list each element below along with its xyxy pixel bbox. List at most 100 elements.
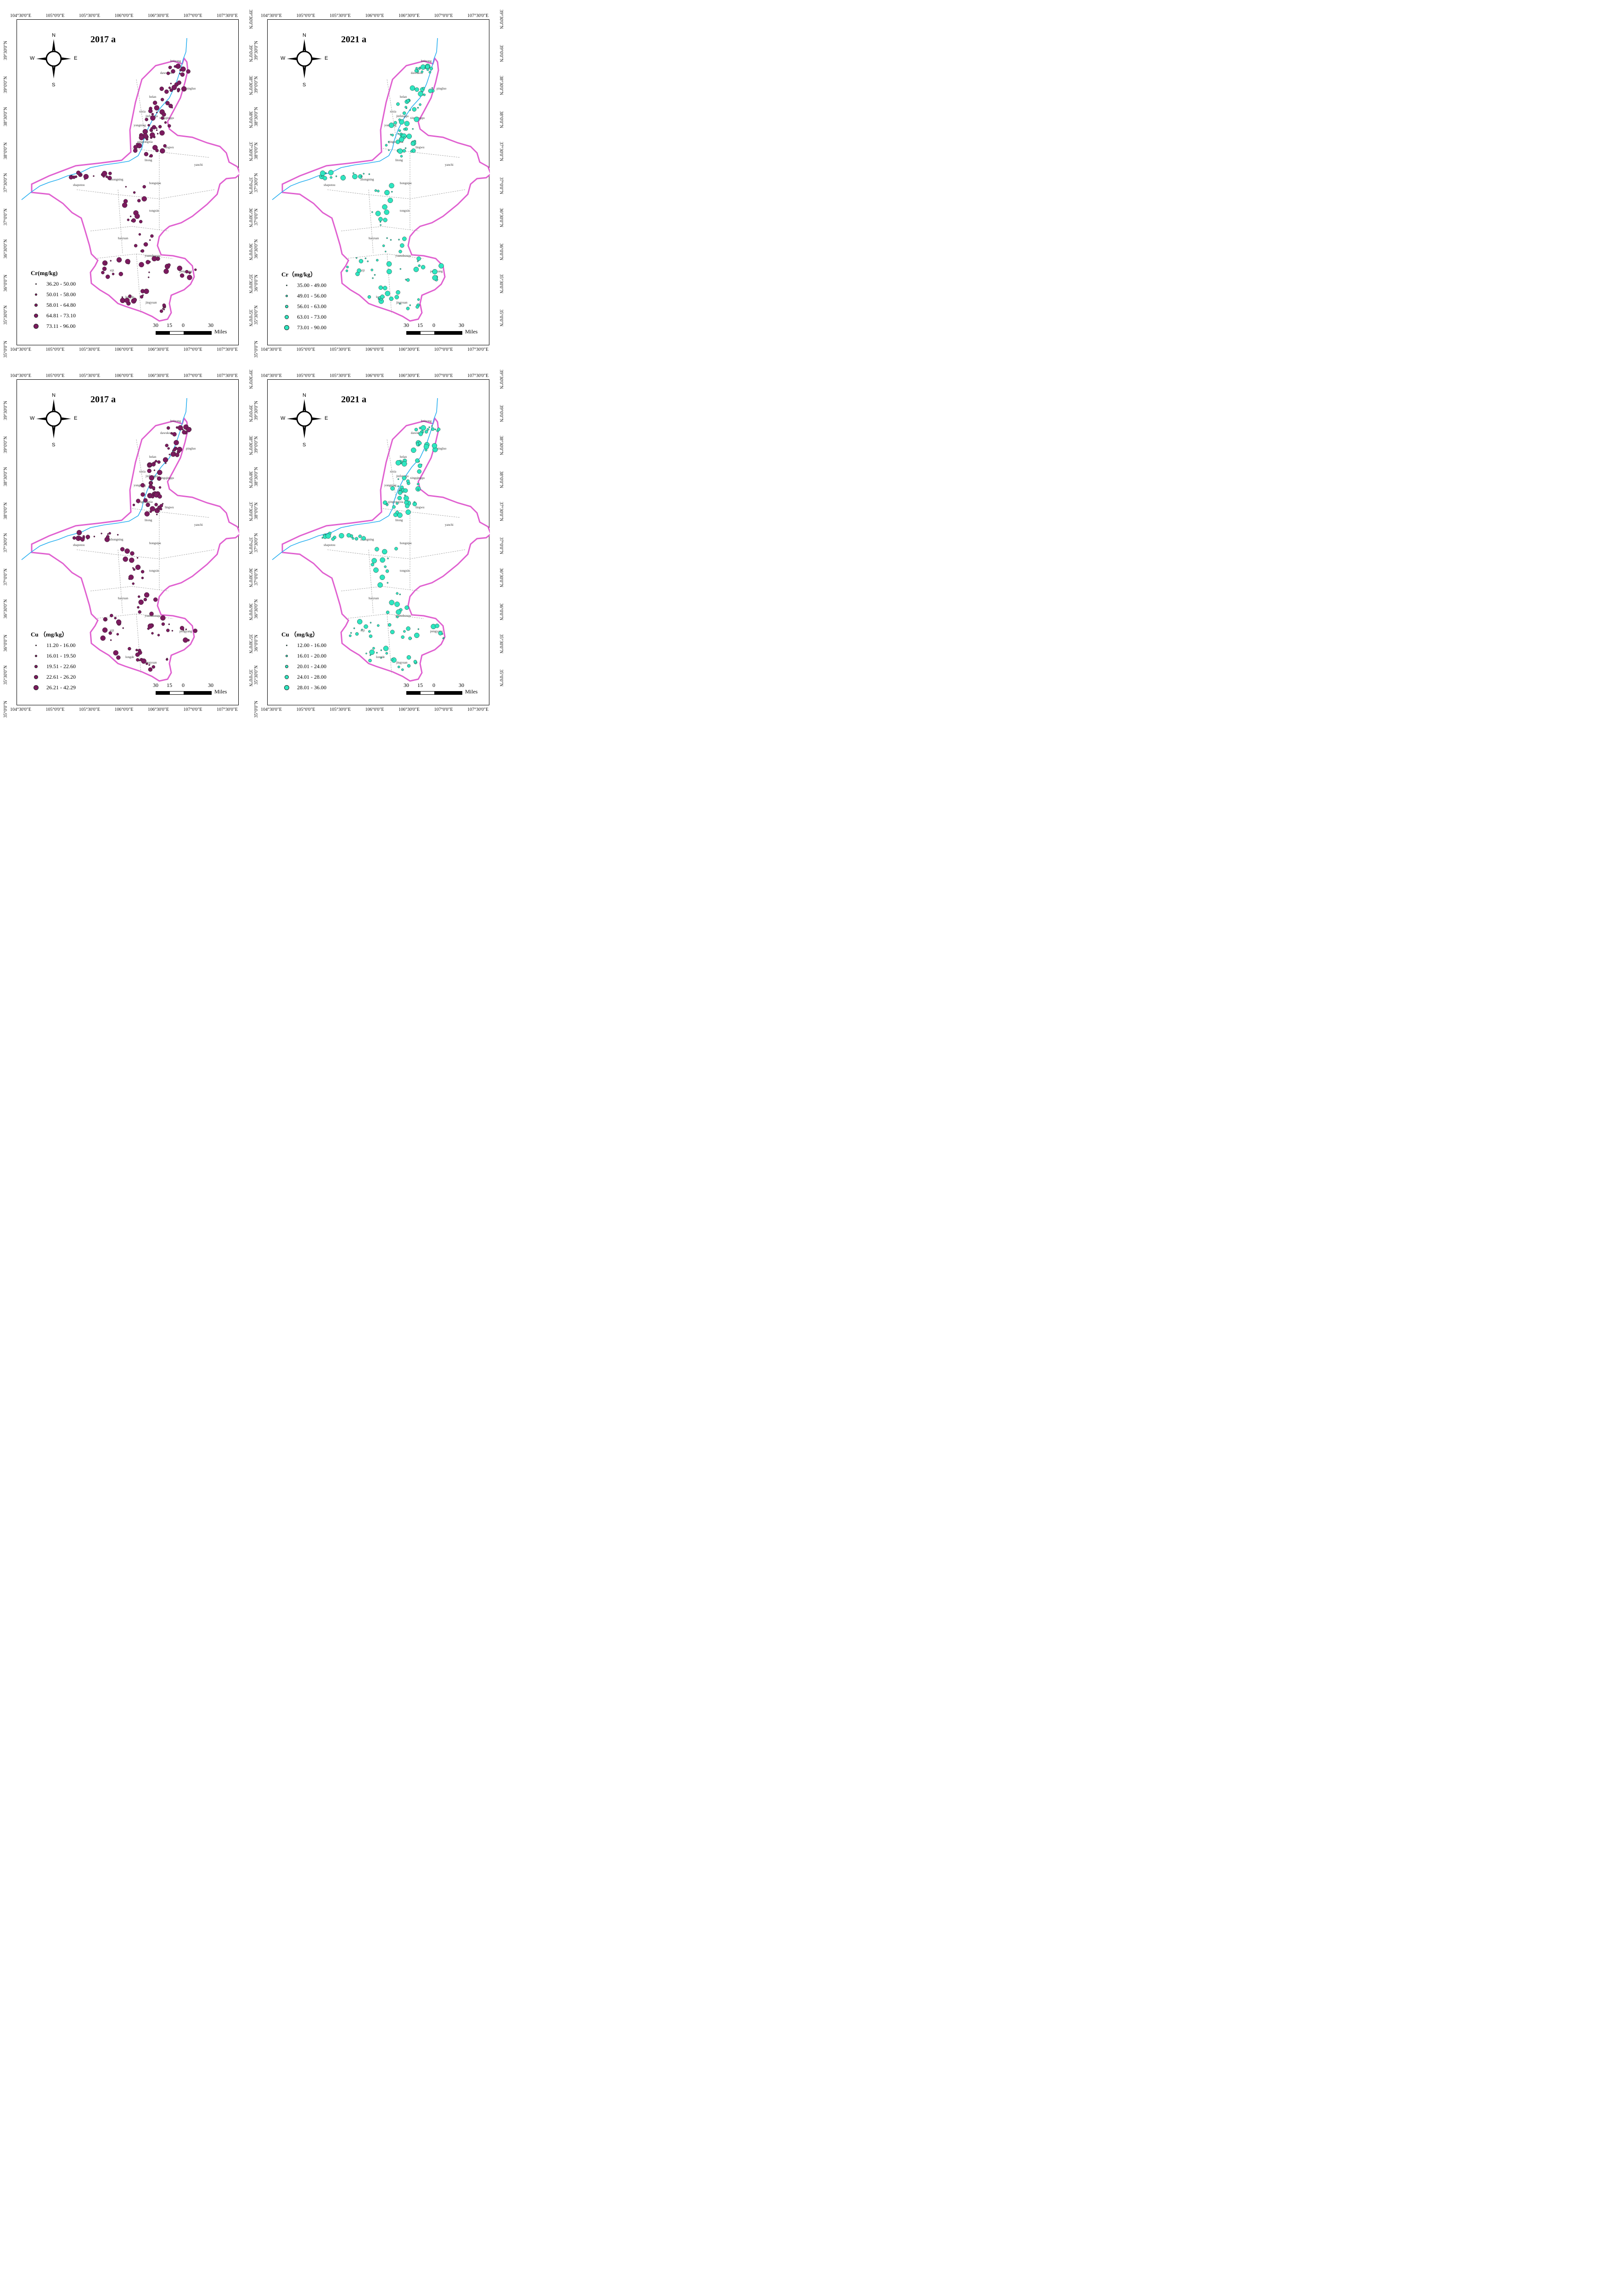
scale-number: 15 <box>167 322 172 328</box>
legend-item: 49.01 - 56.00 <box>281 291 326 301</box>
sample-point <box>406 134 412 139</box>
sample-point <box>76 170 81 175</box>
sample-point <box>183 637 188 643</box>
sample-point <box>406 278 410 282</box>
sample-point <box>330 176 332 179</box>
lat-tick-label: 37°0'0"N <box>3 568 8 585</box>
sample-point <box>418 432 423 436</box>
place-label: shapotou <box>324 183 336 187</box>
lat-tick-label: 39°30'0"N <box>499 9 504 29</box>
place-label: haiyuan <box>118 597 129 600</box>
sample-point <box>380 294 385 299</box>
legend-item: 63.01 - 73.00 <box>281 312 326 322</box>
county-boundary <box>327 189 466 199</box>
sample-point <box>149 611 154 616</box>
lon-tick-label: 107°30'0"E <box>217 373 238 378</box>
compass-n-label: N <box>52 393 56 398</box>
legend-item: 58.01 - 64.80 <box>31 300 76 310</box>
sample-point <box>398 490 403 495</box>
sample-point <box>431 427 435 431</box>
sample-point <box>322 176 327 180</box>
scale-number: 30 <box>459 322 464 328</box>
lon-tick-label: 105°30'0"E <box>330 373 351 378</box>
sample-point <box>113 650 118 656</box>
sample-point <box>128 294 132 298</box>
sample-point <box>403 128 406 131</box>
sample-point <box>377 624 380 627</box>
place-label: dawukou <box>411 431 423 435</box>
sample-point <box>397 665 400 669</box>
place-label: litong <box>395 158 403 162</box>
legend-symbol <box>35 283 37 285</box>
lat-tick-label: 35°0'0"N <box>499 309 504 326</box>
scale-bar: 30 15 0 30 Miles <box>151 682 234 700</box>
sample-point <box>141 576 144 580</box>
sample-point <box>179 68 182 72</box>
sample-point <box>369 634 373 638</box>
sample-point <box>116 633 119 636</box>
lon-tick-label: 105°0'0"E <box>296 13 315 18</box>
county-boundary <box>90 586 169 591</box>
sample-point <box>414 117 419 122</box>
sample-point <box>107 175 112 180</box>
sample-point <box>124 548 130 554</box>
sample-point <box>387 269 392 275</box>
sample-point <box>180 626 185 630</box>
legend-label: 58.01 - 64.80 <box>46 302 76 308</box>
county-boundary <box>387 613 392 674</box>
lon-tick-label: 107°0'0"E <box>434 13 453 18</box>
sample-point <box>415 305 419 309</box>
sample-point <box>82 535 85 538</box>
sample-point <box>147 468 152 473</box>
legend: Cr(mg/kg) 36.20 - 50.00 50.01 - 58.00 58.01… <box>31 270 76 332</box>
scale-number: 0 <box>432 322 435 328</box>
sample-point <box>385 291 390 296</box>
place-label: longde <box>376 655 385 659</box>
legend-label: 16.01 - 19.50 <box>46 653 76 659</box>
sample-point <box>387 623 392 627</box>
lon-tick-label: 107°0'0"E <box>183 13 202 18</box>
scale-unit: Miles <box>214 688 227 695</box>
sample-point <box>402 236 407 241</box>
sample-point <box>339 533 344 539</box>
lat-tick-label: 38°0'0"N <box>499 111 504 128</box>
legend: Cr（mg/kg） 35.00 - 49.00 49.01 - 56.00 56.01… <box>281 270 326 333</box>
lat-tick-label: 36°30'0"N <box>248 568 253 587</box>
sample-point <box>116 257 122 263</box>
place-label: litong <box>145 518 152 522</box>
lat-tick-label: 39°0'0"N <box>248 45 253 62</box>
sample-point <box>380 657 382 658</box>
county-boundary <box>118 189 123 254</box>
province-boundary <box>31 416 239 682</box>
sample-point <box>396 102 400 106</box>
place-label: dawukou <box>160 71 172 75</box>
sample-point <box>136 499 140 503</box>
sample-point <box>149 156 151 158</box>
sample-point <box>399 268 402 270</box>
county-boundary <box>341 586 420 591</box>
lon-tick-label: 106°30'0"E <box>148 373 169 378</box>
lon-tick-label: 104°30'0"E <box>10 373 31 378</box>
lon-tick-label: 106°0'0"E <box>365 373 384 378</box>
legend-symbol <box>285 665 288 668</box>
lon-tick-label: 105°0'0"E <box>296 347 315 352</box>
legend-label: 26.21 - 42.29 <box>46 684 76 691</box>
lat-tick-label: 39°30'0"N <box>3 40 8 60</box>
sample-point <box>427 428 429 431</box>
sample-point <box>387 197 393 203</box>
place-label: helan <box>149 455 157 459</box>
sample-point <box>137 595 140 598</box>
province-boundary <box>281 56 490 322</box>
sample-point <box>357 268 361 273</box>
sample-point <box>396 502 398 505</box>
lat-tick-label: 36°30'0"N <box>254 239 259 259</box>
sample-point <box>350 632 352 634</box>
sample-point <box>414 69 418 73</box>
sample-point <box>394 602 400 607</box>
place-label: yanchi <box>445 523 454 527</box>
county-boundary <box>136 253 141 314</box>
sample-point <box>162 308 164 310</box>
lon-tick-label: 104°30'0"E <box>10 707 31 712</box>
sample-point <box>110 613 113 618</box>
legend-label: 73.11 - 96.00 <box>46 323 76 329</box>
